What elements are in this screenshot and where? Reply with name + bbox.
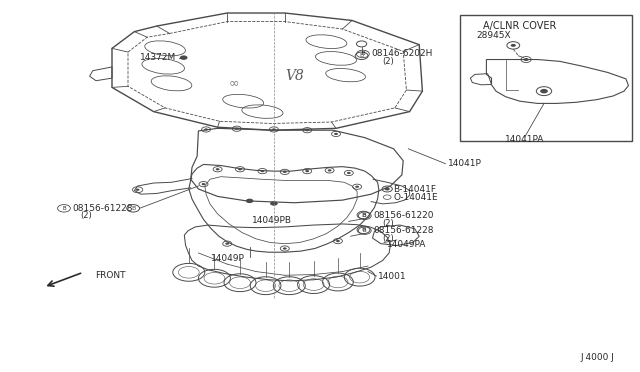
Text: (2): (2) xyxy=(382,234,394,243)
Text: (2): (2) xyxy=(382,57,394,66)
Circle shape xyxy=(305,129,309,131)
Text: B: B xyxy=(362,227,365,232)
Text: 08146-6202H: 08146-6202H xyxy=(371,49,433,58)
Circle shape xyxy=(334,133,338,135)
Circle shape xyxy=(328,169,332,171)
Circle shape xyxy=(347,172,351,174)
Text: 08156-61220: 08156-61220 xyxy=(373,211,434,220)
Circle shape xyxy=(270,201,278,206)
Circle shape xyxy=(524,58,529,61)
Circle shape xyxy=(136,189,140,191)
Text: V8: V8 xyxy=(285,69,304,83)
Circle shape xyxy=(272,128,276,131)
Text: 14001: 14001 xyxy=(378,272,406,280)
Circle shape xyxy=(355,186,359,188)
Circle shape xyxy=(216,168,220,170)
Circle shape xyxy=(511,44,516,47)
Text: O-14041E: O-14041E xyxy=(394,193,438,202)
Circle shape xyxy=(283,171,287,173)
Text: 14049P: 14049P xyxy=(211,254,245,263)
Text: 14049PB: 14049PB xyxy=(252,216,292,225)
Text: A/CLNR COVER: A/CLNR COVER xyxy=(483,21,557,31)
Circle shape xyxy=(202,183,205,185)
Circle shape xyxy=(283,247,287,250)
Circle shape xyxy=(180,55,188,60)
Text: J 4000 J: J 4000 J xyxy=(580,353,614,362)
Text: 14041PA: 14041PA xyxy=(505,135,545,144)
Circle shape xyxy=(225,243,229,245)
Text: B-14041F: B-14041F xyxy=(394,185,436,194)
Circle shape xyxy=(238,168,242,170)
Text: B: B xyxy=(361,51,365,57)
Text: B: B xyxy=(362,212,365,218)
Text: 14041P: 14041P xyxy=(448,159,482,168)
Text: 08156-61228: 08156-61228 xyxy=(72,204,133,213)
Circle shape xyxy=(540,89,548,93)
Circle shape xyxy=(260,170,264,172)
Bar xyxy=(460,15,632,141)
Text: 14372M: 14372M xyxy=(140,53,176,62)
Circle shape xyxy=(246,199,253,203)
Text: B: B xyxy=(131,206,135,211)
Text: (2): (2) xyxy=(80,211,92,220)
Circle shape xyxy=(204,128,208,131)
Text: FRONT: FRONT xyxy=(95,271,125,280)
Circle shape xyxy=(235,128,239,130)
Circle shape xyxy=(305,170,309,172)
Text: B: B xyxy=(363,228,367,233)
Circle shape xyxy=(385,187,390,190)
Text: B: B xyxy=(363,213,367,218)
Text: ∞: ∞ xyxy=(228,76,239,89)
Text: 08156-61228: 08156-61228 xyxy=(373,226,434,235)
Text: 28945X: 28945X xyxy=(477,31,511,40)
Circle shape xyxy=(336,240,340,242)
Text: B: B xyxy=(360,53,364,58)
Text: 14049PA: 14049PA xyxy=(387,240,427,249)
Text: B: B xyxy=(62,206,66,211)
Text: (2): (2) xyxy=(382,219,394,228)
